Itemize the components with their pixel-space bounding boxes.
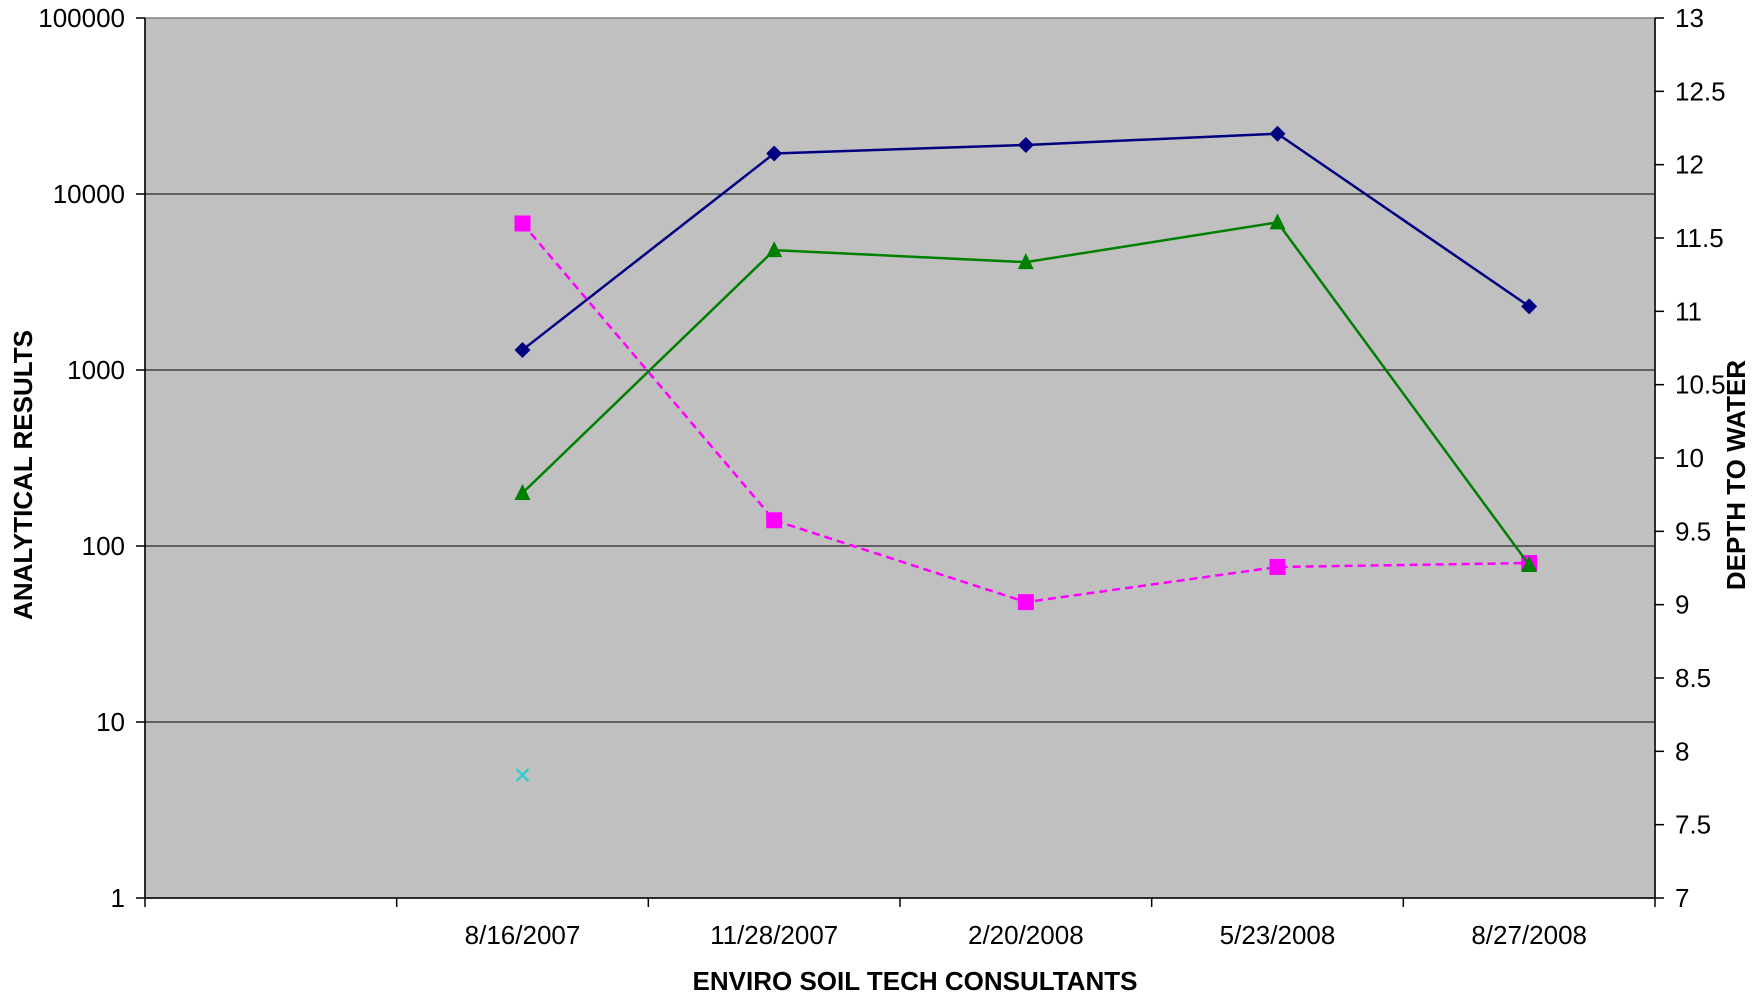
x-tick-label: 8/16/2007 — [465, 920, 581, 950]
x-tick-label: 2/20/2008 — [968, 920, 1084, 950]
y-tick-label: 10000 — [53, 179, 125, 209]
y2-tick-label: 13 — [1675, 3, 1704, 33]
y2-tick-label: 11.5 — [1675, 223, 1724, 253]
x-tick-label: 8/27/2008 — [1471, 920, 1587, 950]
gridlines — [145, 193, 1655, 723]
y2-tick-label: 10 — [1675, 443, 1704, 473]
y-tick-label: 1 — [111, 883, 125, 913]
plot-area — [145, 18, 1655, 898]
x-tick-label: 5/23/2008 — [1220, 920, 1336, 950]
y-tick-label: 100000 — [38, 3, 125, 33]
left-axis-ticks: 1 10 100 1000 10000 100000 — [38, 3, 145, 913]
y2-tick-label: 12 — [1675, 150, 1704, 180]
data-point — [1269, 213, 1286, 230]
data-point — [766, 241, 783, 258]
x-axis-title: ENVIRO SOIL TECH CONSULTANTS — [693, 966, 1138, 993]
y-tick-label: 100 — [82, 531, 125, 561]
data-point — [514, 341, 531, 358]
y2-tick-label: 7.5 — [1675, 810, 1711, 840]
data-point — [514, 215, 531, 232]
y2-tick-label: 9 — [1675, 590, 1689, 620]
data-point — [515, 768, 530, 782]
series-4 — [515, 768, 530, 782]
data-point — [514, 484, 531, 501]
data-point — [1017, 253, 1034, 270]
data-point — [1521, 555, 1538, 572]
y2-tick-label: 11 — [1675, 296, 1702, 326]
data-point — [1017, 594, 1034, 611]
y2-axis-title: DEPTH TO WATER — [1721, 360, 1751, 590]
y-axis-title: ANALYTICAL RESULTS — [8, 330, 38, 620]
data-point — [1269, 558, 1286, 575]
y2-tick-label: 7 — [1675, 883, 1689, 913]
data-point — [1521, 298, 1538, 315]
data-point — [1269, 125, 1286, 142]
y-tick-label: 1000 — [67, 355, 125, 385]
y-tick-label: 10 — [96, 707, 125, 737]
y2-tick-label: 10.5 — [1675, 370, 1726, 400]
y2-tick-label: 8.5 — [1675, 663, 1711, 693]
x-tick-label: 11/28/2007 — [710, 920, 838, 950]
data-point — [766, 145, 783, 162]
data-point — [1017, 136, 1034, 153]
y2-tick-label: 8 — [1675, 736, 1689, 766]
series-1 — [514, 125, 1538, 358]
data-point — [766, 512, 783, 529]
x-axis-ticks: 8/16/2007 11/28/2007 2/20/2008 5/23/2008 8/2… — [144, 898, 1656, 950]
right-axis-ticks: 7 7.5 8 8.5 9 9.5 10 10.5 11 11.5 12 12.5 13 — [1655, 3, 1726, 913]
series-group — [514, 125, 1538, 782]
y2-tick-label: 12.5 — [1675, 76, 1726, 106]
y2-tick-label: 9.5 — [1675, 516, 1711, 546]
series-3 — [514, 213, 1538, 572]
